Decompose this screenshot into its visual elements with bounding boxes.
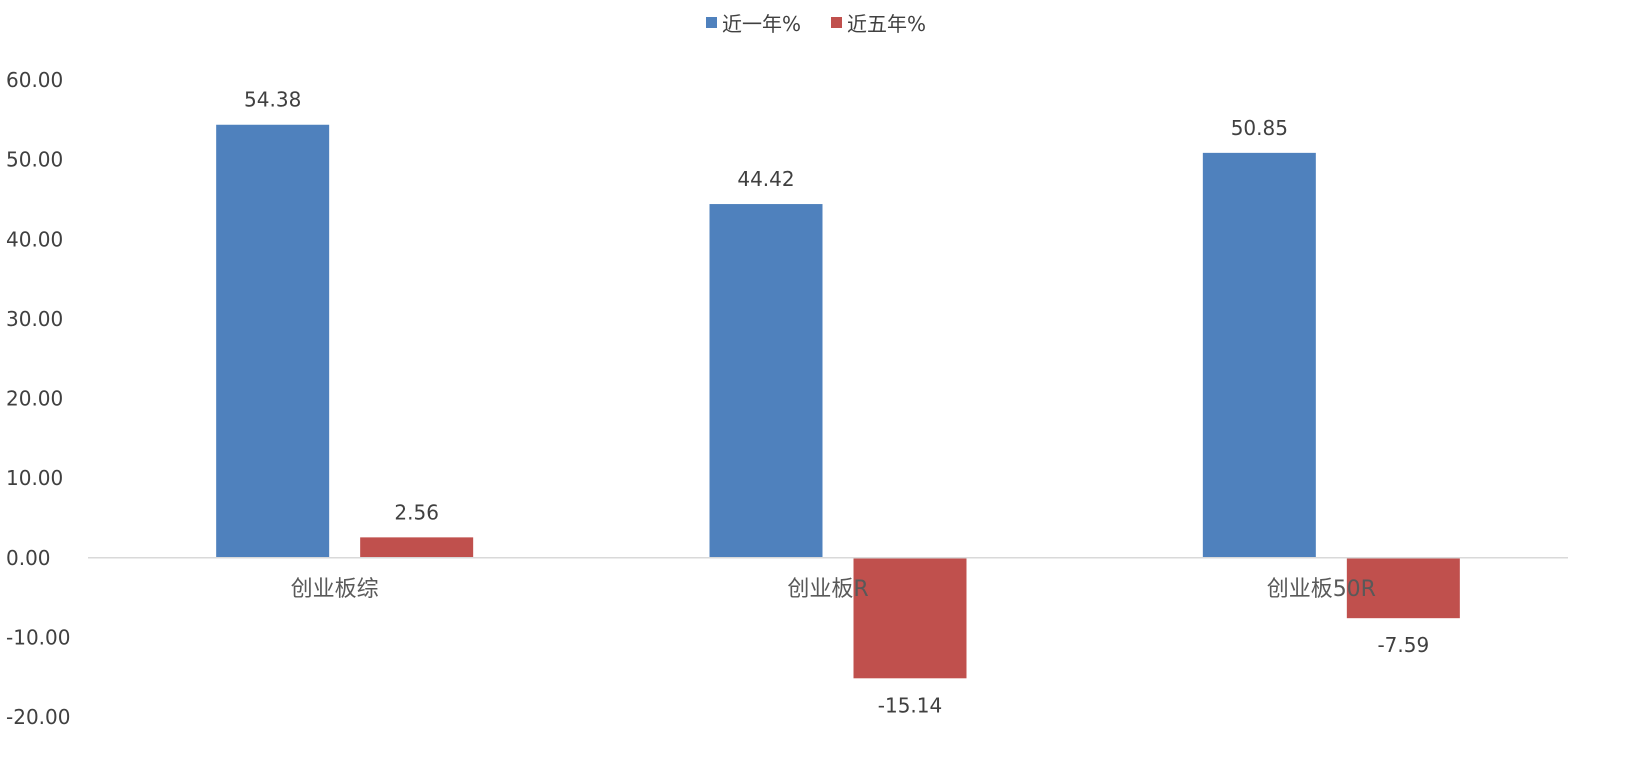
legend: 近一年% 近五年% [706, 12, 926, 36]
plot-area: 54.38 2.56 44.42 -15.14 50.85 -7.59 [216, 88, 1460, 717]
data-label: 2.56 [394, 500, 439, 524]
bar-one-year-2 [1202, 152, 1316, 558]
bar-one-year-1 [709, 204, 823, 558]
y-tick-label: -20.00 [6, 705, 70, 729]
x-category-label: 创业板综 [291, 577, 379, 602]
data-label: -7.59 [1377, 633, 1429, 657]
data-label: 54.38 [244, 88, 301, 112]
y-tick-label: 20.00 [6, 387, 63, 411]
data-label: -15.14 [878, 693, 942, 717]
y-tick-label: 10.00 [6, 466, 63, 490]
legend-swatch-1 [831, 17, 842, 28]
x-category-label: 创业板R [787, 577, 868, 602]
bar-five-year-1 [853, 557, 967, 679]
legend-swatch-0 [706, 17, 717, 28]
bar-five-year-0 [360, 537, 474, 558]
y-tick-label: -10.00 [6, 625, 70, 649]
legend-label-1: 近五年% [847, 12, 926, 36]
y-tick-label: 40.00 [6, 227, 63, 251]
y-axis: 60.00 50.00 40.00 30.00 20.00 10.00 0.00 -10.00… [6, 68, 70, 729]
y-tick-label: 0.00 [6, 546, 51, 570]
legend-label-0: 近一年% [722, 12, 801, 36]
data-label: 50.85 [1231, 116, 1288, 140]
bar-five-year-2 [1346, 557, 1460, 619]
x-category-label: 创业板50R [1267, 577, 1376, 602]
x-axis: 创业板综 创业板R 创业板50R [88, 557, 1568, 602]
y-tick-label: 30.00 [6, 307, 63, 331]
y-tick-label: 60.00 [6, 68, 63, 92]
y-tick-label: 50.00 [6, 148, 63, 172]
bar-one-year-0 [216, 124, 330, 558]
data-label: 44.42 [737, 167, 794, 191]
